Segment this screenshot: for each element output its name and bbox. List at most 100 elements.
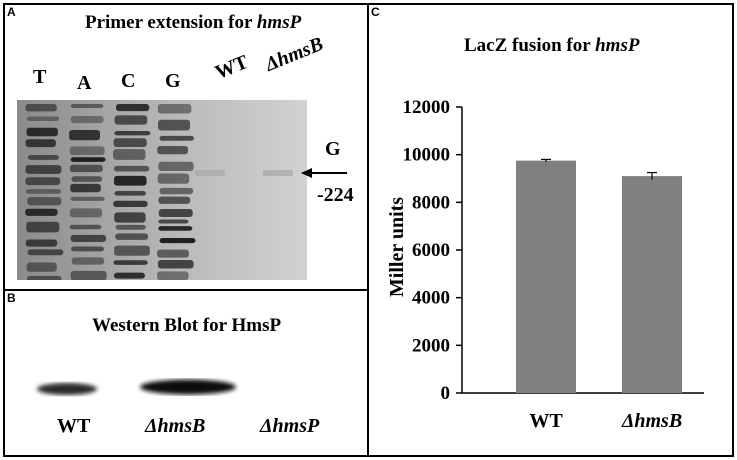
- blot-band-dhmsb: [140, 379, 236, 395]
- chart-title: LacZ fusion for hmsP: [464, 35, 639, 57]
- gel-band: [26, 116, 60, 122]
- panel-letter-a: A: [7, 5, 16, 19]
- gel-bands: [25, 104, 196, 280]
- gel-band: [27, 275, 62, 280]
- western-blot-image: [37, 379, 236, 395]
- y-tick-label: 12000: [403, 97, 451, 118]
- gel-band: [113, 165, 150, 172]
- x-tick-label: ΔhmsB: [621, 410, 682, 432]
- y-axis-label: Miller units: [386, 197, 408, 297]
- gel-band: [157, 104, 192, 114]
- marker-base-label: G: [325, 138, 341, 160]
- gel-band: [115, 224, 146, 230]
- gel-band: [158, 219, 189, 224]
- gel-band: [70, 104, 104, 109]
- gel-band: [70, 270, 107, 280]
- y-tick-label: 0: [441, 383, 451, 404]
- blot-label-wt: WT: [57, 415, 91, 437]
- gel-band: [25, 208, 58, 216]
- bar-2: [622, 176, 682, 393]
- gel-band: [158, 119, 191, 131]
- gel-band: [25, 189, 62, 194]
- gel-band: [113, 260, 148, 265]
- panel-a-title-text: Primer extension for: [85, 12, 257, 33]
- chart-bars: WT ΔhmsB: [516, 158, 682, 432]
- y-tick-label: 10000: [403, 145, 451, 166]
- panel-b-western-blot: B Western Blot for HmsP WT ΔhmsB ΔhmsP: [3, 289, 369, 457]
- gel-band: [69, 146, 105, 156]
- chart-title-gene: hmsP: [595, 35, 640, 56]
- chart-title-text: LacZ fusion for: [464, 35, 596, 56]
- chart-ticks: 0 2000 4000 6000 8000 10000 12000: [403, 97, 462, 404]
- gel-band: [157, 145, 189, 155]
- gel-band: [25, 239, 58, 247]
- panel-a-title: Primer extension for hmsP: [85, 12, 301, 34]
- gel-band: [158, 226, 193, 231]
- gel-band: [114, 191, 146, 196]
- gel-band: [158, 208, 193, 217]
- lane-label-g: G: [165, 70, 181, 92]
- gel-band: [114, 245, 150, 256]
- gel-band: [115, 104, 150, 112]
- marker-arrow-icon: [301, 168, 347, 178]
- bar-1: [516, 160, 576, 393]
- gel-band: [113, 138, 147, 148]
- gel-band: [25, 165, 62, 174]
- gel-band: [69, 208, 102, 218]
- lane-label-t: T: [33, 66, 47, 88]
- panel-letter-b: B: [7, 291, 16, 305]
- gel-band: [159, 135, 194, 141]
- gel-band: [114, 131, 151, 136]
- gel-band: [114, 212, 146, 223]
- gel-band: [69, 129, 100, 141]
- lane-label-c: C: [121, 70, 136, 92]
- gel-band: [26, 221, 60, 233]
- marker-position-label: -224: [317, 184, 354, 206]
- lacz-bar-chart: 0 2000 4000 6000 8000 10000 12000 WT ΔhmsB Mill…: [386, 97, 704, 432]
- blot-label-dhmsb: ΔhmsB: [145, 415, 206, 437]
- gel-band: [113, 149, 146, 160]
- gel-band: [70, 115, 104, 124]
- y-tick-label: 4000: [412, 288, 450, 309]
- panel-c-lacz-chart: C LacZ fusion for hmsP 0 2000 4000 6000 8000…: [367, 3, 734, 457]
- panel-a-title-gene: hmsP: [256, 12, 302, 33]
- gel-band: [157, 271, 189, 280]
- lane-label-wt: WT: [212, 51, 252, 84]
- gel-band: [70, 157, 106, 162]
- gel-band: [70, 246, 104, 252]
- gel-band: [71, 257, 105, 265]
- gel-band: [114, 175, 147, 186]
- lane-label-a: A: [77, 72, 92, 94]
- blot-label-dhmsp: ΔhmsP: [260, 415, 320, 437]
- gel-band: [26, 262, 57, 272]
- gel-band: [158, 161, 194, 172]
- panel-a-primer-extension: A Primer extension for hmsP T A C G WT Δ…: [3, 3, 369, 291]
- gel-band: [114, 115, 148, 125]
- lane-label-dhmsb: ΔhmsB: [262, 32, 327, 76]
- gel-band: [26, 127, 58, 137]
- gel-band: [115, 233, 149, 240]
- gel-band: [70, 234, 107, 242]
- gel-band: [27, 155, 60, 160]
- gel-band: [25, 139, 56, 148]
- blot-band-wt: [37, 383, 97, 395]
- gel-band: [25, 104, 57, 112]
- panel-letter-c: C: [371, 5, 380, 19]
- gel-band: [157, 260, 194, 269]
- panel-b-title: Western Blot for HmsP: [92, 315, 282, 336]
- gel-band: [25, 177, 61, 186]
- gel-band: [71, 176, 103, 182]
- gel-band: [27, 197, 62, 206]
- gel-band: [159, 187, 194, 195]
- gel-band: [69, 224, 102, 230]
- gel-band: [70, 196, 105, 201]
- y-tick-label: 8000: [412, 192, 450, 213]
- gel-band: [157, 249, 189, 258]
- y-tick-label: 2000: [412, 335, 450, 356]
- gel-band: [70, 183, 101, 193]
- x-tick-label: WT: [529, 410, 563, 432]
- gel-band: [157, 173, 190, 184]
- sequencing-gel-image: [17, 100, 307, 280]
- gel-band: [159, 237, 196, 244]
- gel-band: [113, 272, 145, 279]
